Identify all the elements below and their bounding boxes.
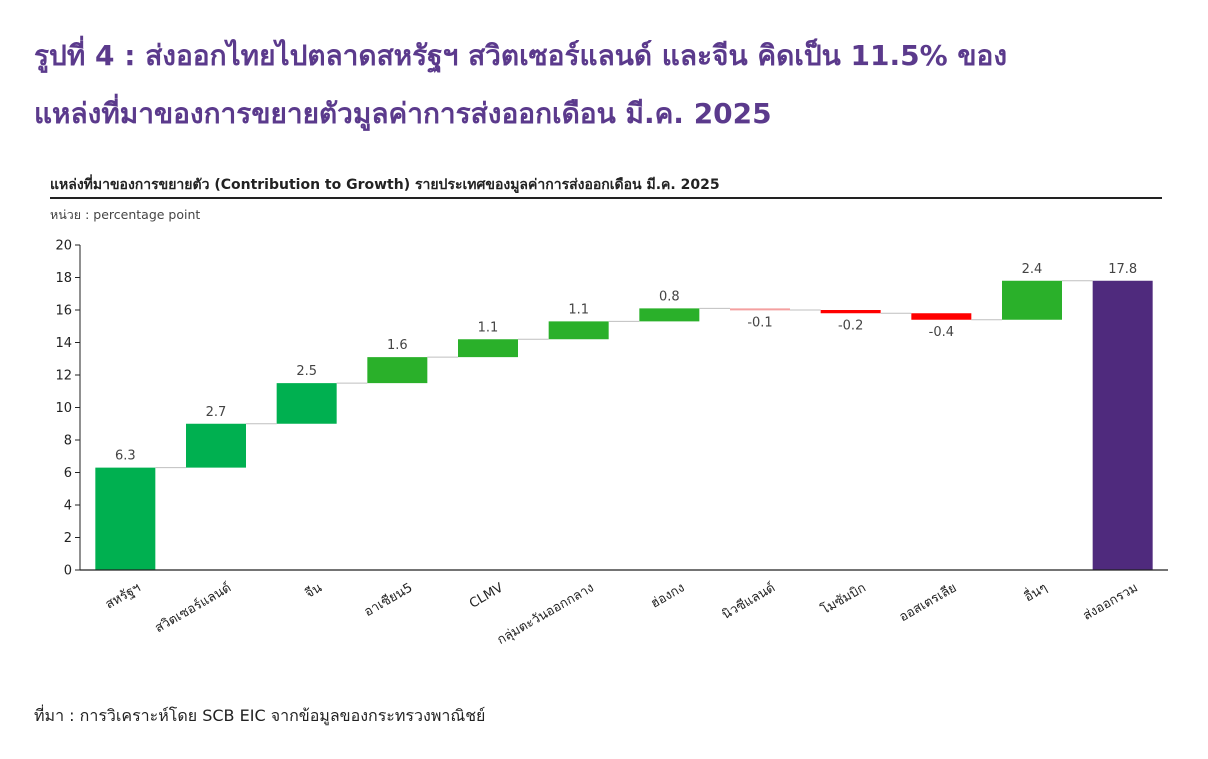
source-note: ที่มา : การวิเคราะห์โดย SCB EIC จากข้อมู… — [34, 706, 486, 725]
y-tick-label: 4 — [64, 499, 72, 514]
bar — [1002, 280, 1062, 320]
x-category-label: โมซัมบิก — [818, 580, 869, 618]
data-label: 6.3 — [115, 449, 136, 464]
x-category-label: กลุ่มตะวันออกกลาง — [495, 580, 597, 647]
x-category-label: ออสเตรเลีย — [896, 580, 959, 626]
bar — [276, 383, 337, 424]
x-category-label: นิวซีแลนด์ — [719, 580, 778, 623]
x-category-label: ฮ่องกง — [648, 580, 687, 611]
bar — [730, 308, 790, 311]
chart-title: แหล่งที่มาของการขยายตัว (Contribution to… — [50, 177, 720, 193]
data-label: 2.7 — [206, 405, 227, 420]
x-category-label: CLMV — [467, 580, 506, 611]
data-label: -0.4 — [929, 325, 954, 340]
title-rule — [50, 197, 1162, 199]
data-label: 17.8 — [1108, 262, 1137, 277]
data-label: -0.2 — [838, 318, 863, 333]
y-tick-label: 0 — [64, 564, 72, 579]
y-tick-label: 6 — [64, 466, 72, 481]
y-tick-label: 18 — [55, 271, 72, 286]
data-label: 2.5 — [296, 364, 317, 379]
bar — [1092, 280, 1153, 570]
x-category-label: อาเซียน5 — [361, 580, 415, 620]
bar — [186, 423, 246, 468]
y-tick-label: 16 — [55, 304, 72, 319]
y-tick-label: 10 — [55, 401, 72, 416]
data-label: 0.8 — [659, 289, 680, 304]
data-label: 1.1 — [568, 302, 589, 317]
bar — [911, 313, 972, 320]
x-category-label: ส่งออกรวม — [1081, 580, 1141, 623]
figure-title-line-2: แหล่งที่มาของการขยายตัวมูลค่าการส่งออกเด… — [34, 97, 772, 130]
bar — [95, 467, 156, 570]
data-label: 1.1 — [478, 320, 499, 335]
unit-label: หน่วย : percentage point — [50, 207, 201, 222]
y-tick-label: 12 — [55, 369, 72, 384]
y-tick-label: 8 — [64, 434, 72, 449]
data-label: -0.1 — [747, 315, 772, 330]
y-tick-label: 14 — [55, 336, 72, 351]
waterfall-chart: 0 2 4 6 8 10 12 14 16 18 20 6.3 สหรัฐฯ 2.7 สวิตเซอร์แล… — [55, 239, 1168, 648]
bar — [820, 310, 881, 314]
y-tick-label: 20 — [55, 239, 72, 254]
x-category-label: จีน — [302, 580, 325, 602]
data-label: 2.4 — [1022, 262, 1043, 277]
x-category-label: สหรัฐฯ — [103, 580, 143, 612]
bar — [367, 357, 428, 384]
x-category-label: อื่นๆ — [1021, 579, 1050, 606]
bar — [548, 321, 609, 340]
figure-title-line-1: รูปที่ 4 : ส่งออกไทยไปตลาดสหรัฐฯ สวิตเซอ… — [34, 39, 1007, 72]
y-tick-label: 2 — [64, 531, 72, 546]
data-label: 1.6 — [387, 338, 408, 353]
bar — [458, 339, 518, 358]
x-category-label: สวิตเซอร์แลนด์ — [152, 580, 234, 637]
bar — [639, 308, 700, 322]
